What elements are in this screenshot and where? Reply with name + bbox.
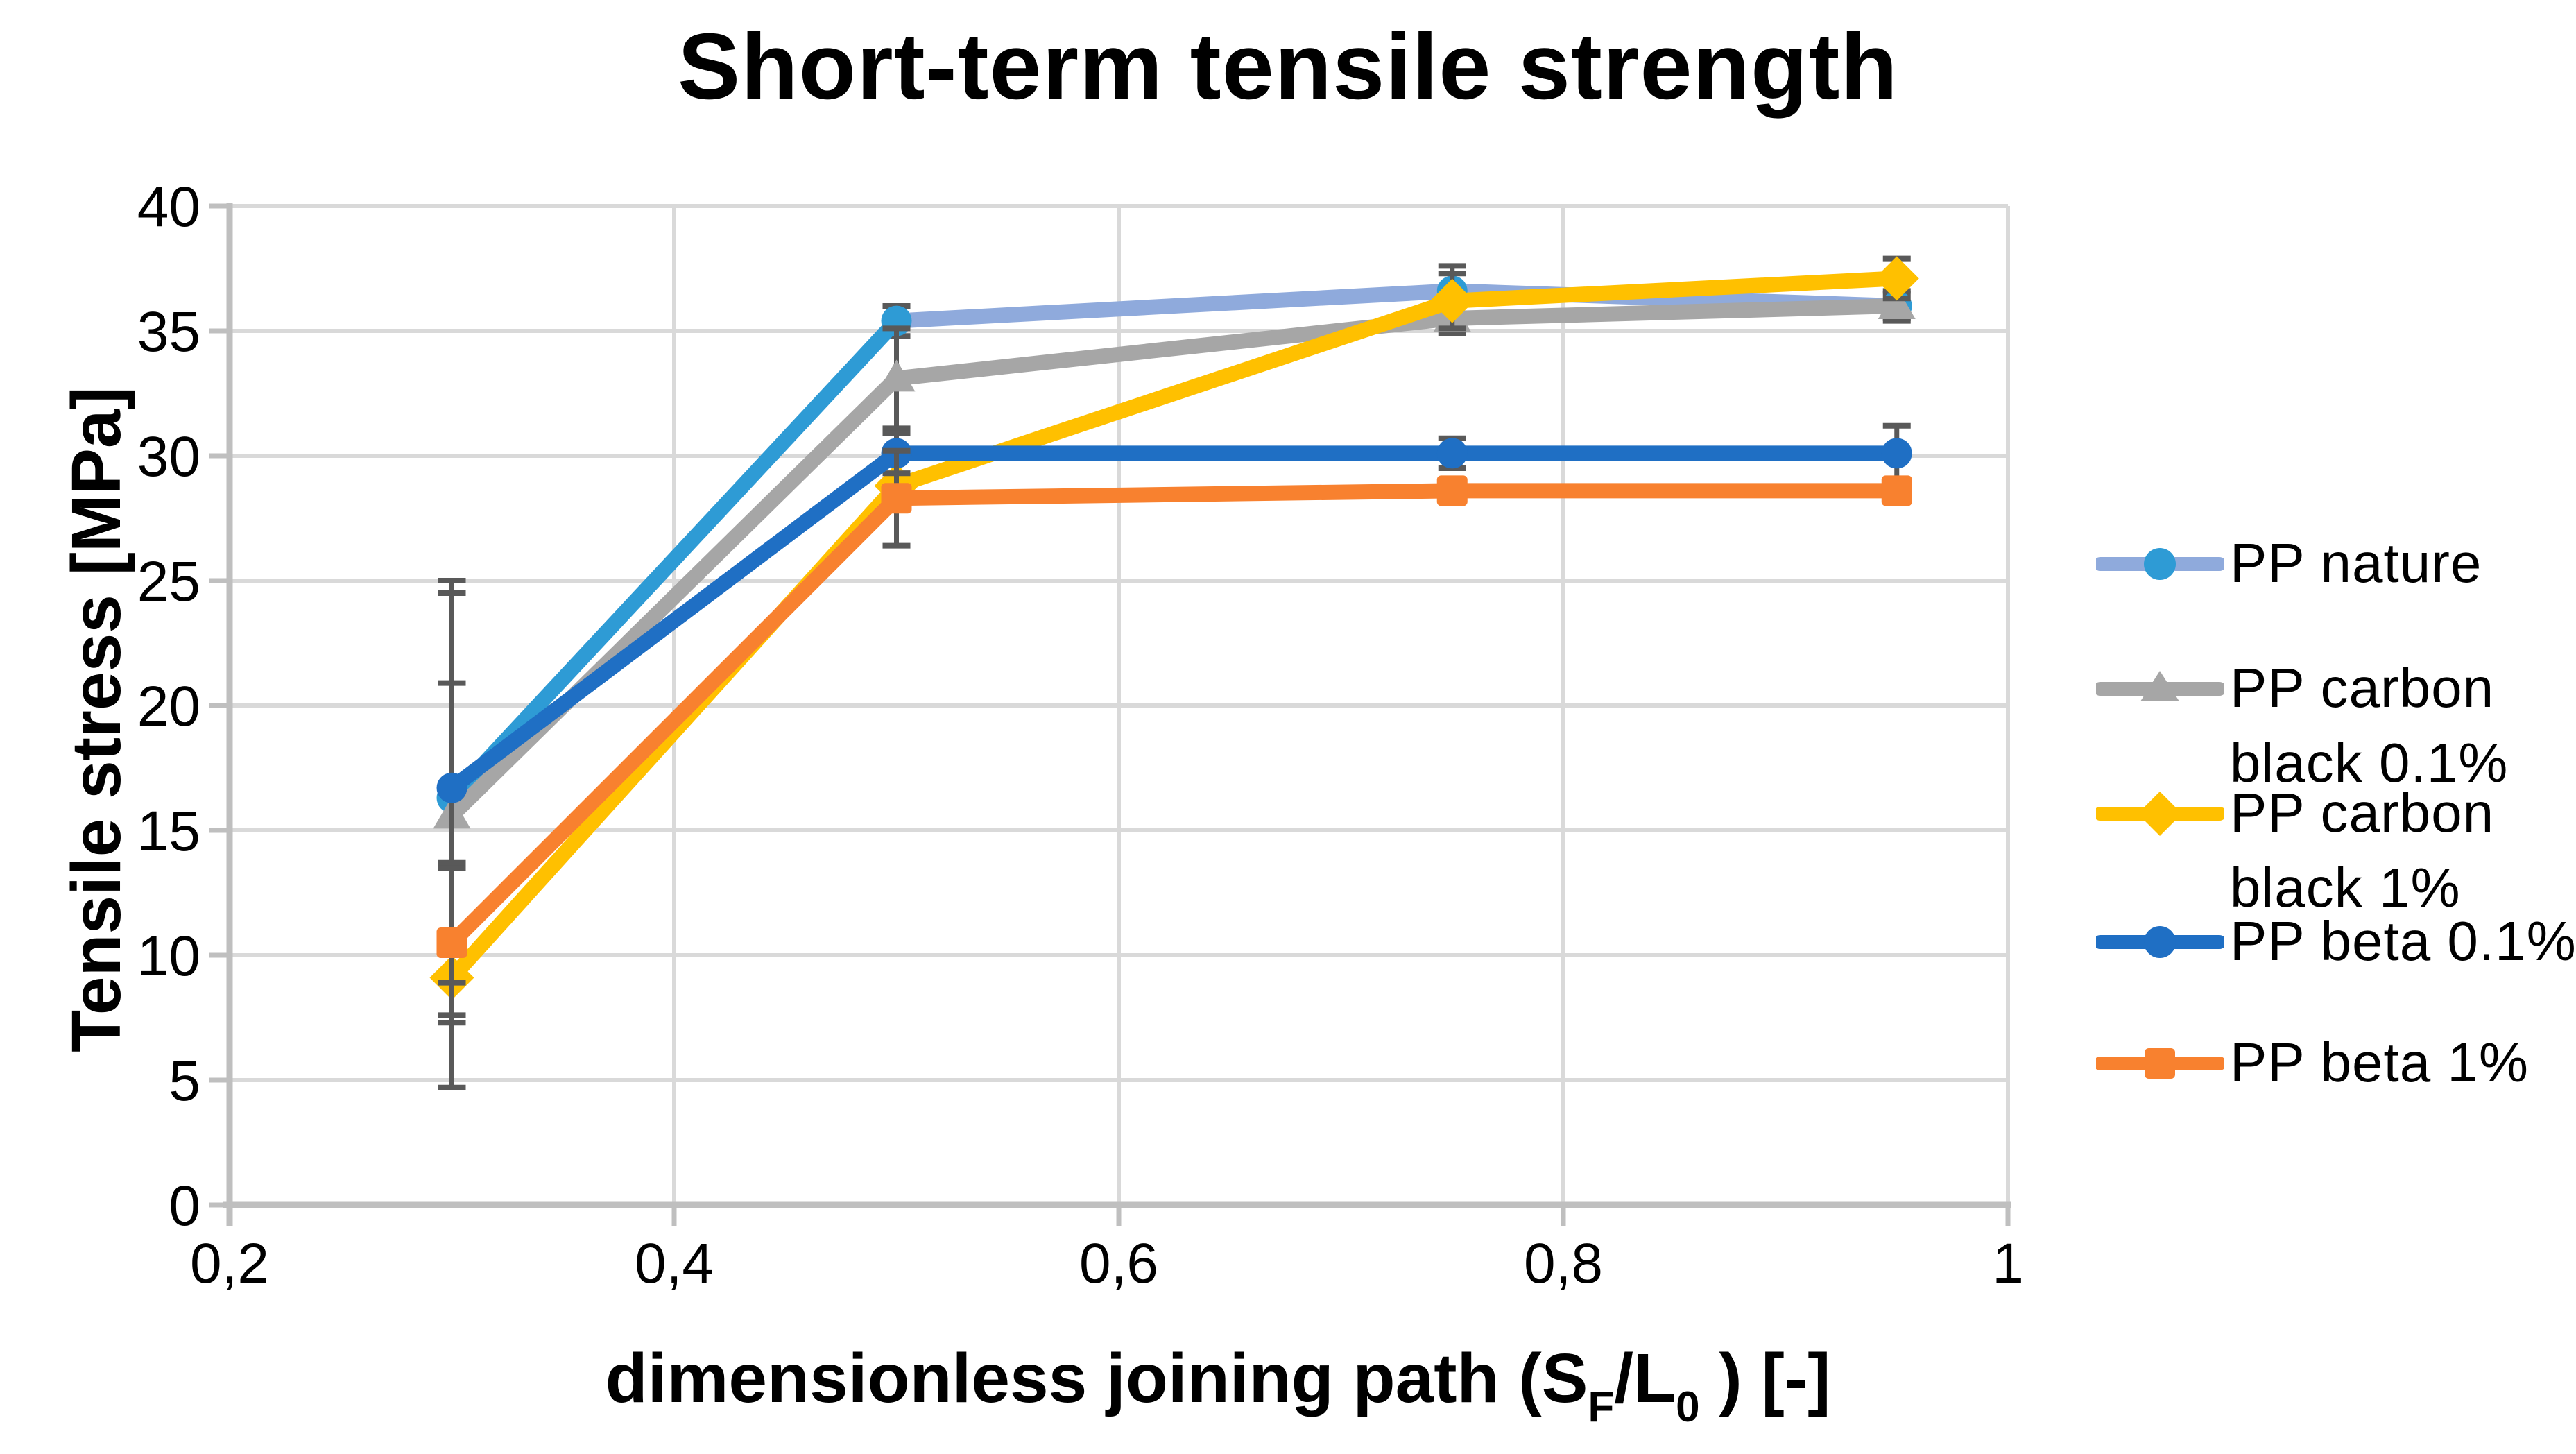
series-line [444, 445, 904, 796]
y-tick-label: 10 [137, 925, 200, 988]
legend-item-pp-beta-01: PP beta 0.1% [2096, 904, 2576, 980]
legend-item-pp-nature: PP nature [2096, 526, 2576, 602]
x-tick-label: 1 [1992, 1232, 2024, 1295]
square-marker-icon [1881, 475, 1912, 506]
x-tick-label: 0,8 [1524, 1232, 1603, 1295]
series-line [444, 313, 904, 806]
chart-title: Short-term tensile strength [678, 14, 1898, 119]
legend: PP nature PP carbon black 0.1% PP carbon… [2096, 0, 2576, 1454]
y-tick-label: 0 [169, 1174, 200, 1238]
series-line [444, 490, 904, 950]
series-line [1444, 298, 1905, 326]
y-tick-label: 20 [137, 675, 200, 738]
legend-item-pp-beta-1: PP beta 1% [2096, 1025, 2576, 1102]
y-tick-label: 5 [169, 1050, 200, 1113]
diamond-marker-icon [1874, 256, 1919, 301]
circle-marker-icon [436, 772, 467, 803]
x-axis-title: dimensionless joining path (SF/L0 ) [-] [230, 1339, 2206, 1432]
legend-swatch-line-square [2096, 1048, 2224, 1079]
square-marker-icon [2145, 1048, 2175, 1079]
series-line [888, 483, 1460, 506]
legend-item-pp-carbon-black-01: PP carbon black 0.1% [2096, 651, 2576, 801]
x-axis-title-mid: /L [1614, 1340, 1676, 1417]
series-line [888, 283, 1460, 329]
diamond-marker-icon [2138, 792, 2182, 836]
square-marker-icon [881, 483, 912, 514]
circle-marker-icon [1436, 438, 1468, 469]
legend-label: PP carbon black 0.1% [2230, 657, 2509, 794]
circle-marker-icon [2144, 926, 2176, 958]
square-marker-icon [436, 927, 467, 958]
legend-label: PP nature [2230, 532, 2482, 594]
x-axis-title-end: ) [-] [1699, 1340, 1831, 1417]
triangle-marker-icon [1878, 287, 1916, 319]
triangle-marker-icon [877, 359, 916, 392]
series-line [1444, 271, 1905, 309]
x-axis-title-text: dimensionless joining path (S [605, 1340, 1588, 1417]
triangle-marker-icon [2140, 671, 2179, 701]
x-tick-label: 0,2 [190, 1232, 269, 1295]
y-tick-label: 30 [137, 425, 200, 488]
y-tick-label: 35 [137, 300, 200, 364]
x-tick-label: 0,4 [635, 1232, 714, 1295]
y-tick-label: 40 [137, 176, 200, 239]
x-axis-title-sub-f: F [1588, 1383, 1615, 1431]
square-marker-icon [1436, 475, 1468, 506]
legend-swatch-line-circle [2096, 926, 2224, 958]
y-tick-label: 25 [137, 550, 200, 613]
legend-item-pp-carbon-black-1: PP carbon black 1% [2096, 776, 2576, 925]
legend-swatch-line-circle [2096, 548, 2224, 580]
circle-marker-icon [1881, 438, 1912, 469]
series-line [444, 370, 904, 823]
x-axis-title-sub-0: 0 [1676, 1383, 1700, 1431]
legend-label: PP beta 0.1% [2230, 910, 2576, 972]
legend-label: PP beta 1% [2230, 1032, 2530, 1093]
legend-label: PP carbon black 1% [2230, 782, 2495, 918]
y-tick-label: 15 [137, 800, 200, 863]
x-tick-label: 0,6 [1079, 1232, 1158, 1295]
legend-swatch-line-diamond [2096, 792, 2224, 836]
circle-marker-icon [2144, 548, 2176, 580]
y-axis-title: Tensile stress [MPa] [58, 386, 135, 1052]
diamond-marker-icon [1429, 278, 1475, 323]
legend-swatch-line-triangle [2096, 671, 2224, 701]
